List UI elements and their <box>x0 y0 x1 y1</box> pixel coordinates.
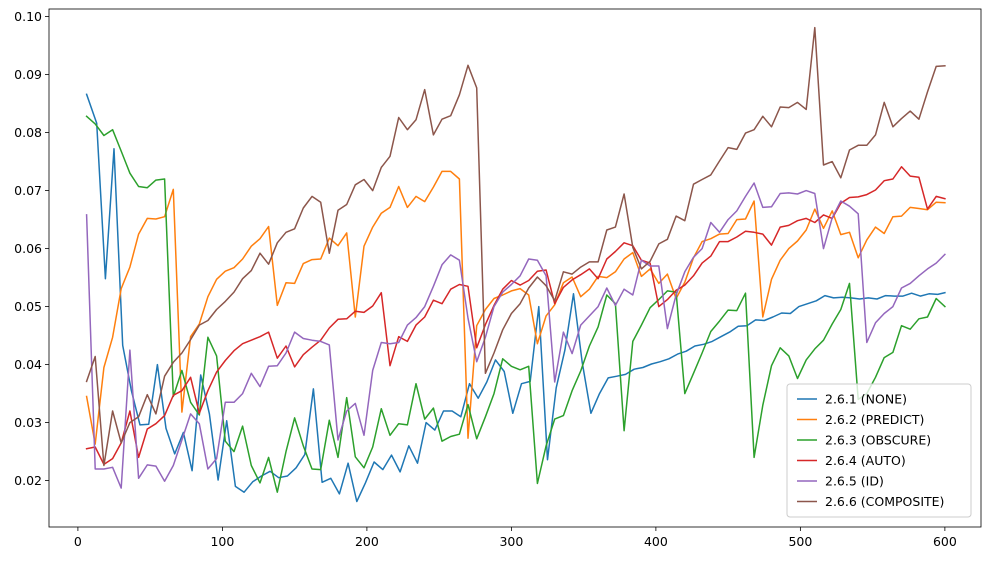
legend-label: 2.6.2 (PREDICT) <box>825 412 924 427</box>
y-tick-label: 0.07 <box>14 183 42 198</box>
legend-label: 2.6.4 (AUTO) <box>825 453 906 468</box>
legend-box <box>786 383 972 518</box>
y-tick-label: 0.04 <box>14 357 42 372</box>
y-tick-label: 0.06 <box>14 241 42 256</box>
x-tick-label: 500 <box>788 534 812 549</box>
legend-label: 2.6.6 (COMPOSITE) <box>825 494 944 509</box>
y-tick-label: 0.09 <box>14 67 42 82</box>
legend: 2.6.1 (NONE) 2.6.2 (PREDICT) 2.6.3 (OBSCUR… <box>786 383 972 518</box>
x-tick-label: 0 <box>74 534 82 549</box>
x-axis: 0 100 200 300 400 500 600 <box>74 527 957 549</box>
y-tick-label: 0.08 <box>14 125 42 140</box>
x-tick-label: 100 <box>210 534 234 549</box>
series-line <box>85 115 946 493</box>
y-tick-label: 0.02 <box>14 473 42 488</box>
y-tick-label: 0.10 <box>14 9 42 24</box>
series-line <box>85 182 946 489</box>
x-tick-label: 400 <box>644 534 668 549</box>
legend-label: 2.6.3 (OBSCURE) <box>825 433 931 448</box>
x-tick-label: 300 <box>499 534 523 549</box>
y-axis: 0.02 0.03 0.04 0.05 0.06 0.07 0.08 0.09 0.10 <box>14 9 49 488</box>
x-tick-label: 200 <box>355 534 379 549</box>
series-line <box>85 170 946 445</box>
legend-label: 2.6.5 (ID) <box>825 474 884 489</box>
series-layer <box>85 26 946 503</box>
y-tick-label: 0.03 <box>14 415 42 430</box>
legend-label: 2.6.1 (NONE) <box>825 392 907 407</box>
y-tick-label: 0.05 <box>14 299 42 314</box>
x-tick-label: 600 <box>933 534 957 549</box>
series-line <box>85 166 946 466</box>
series-line <box>85 26 946 467</box>
series-line <box>85 93 946 503</box>
plot-frame <box>48 8 982 528</box>
